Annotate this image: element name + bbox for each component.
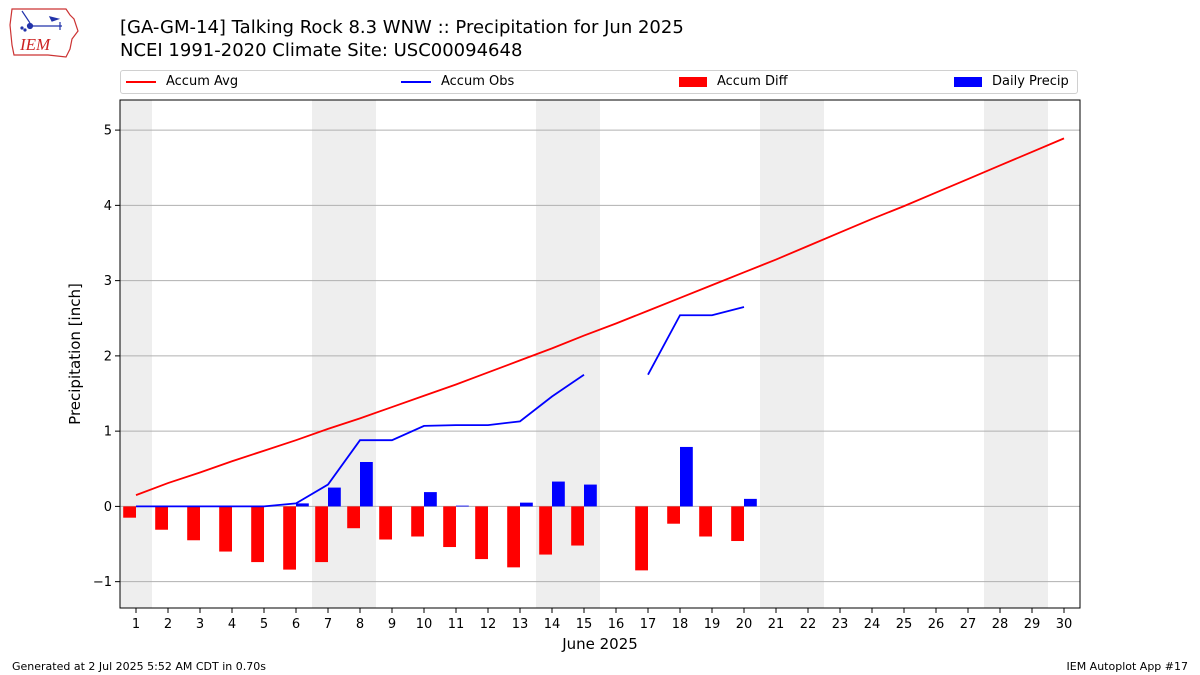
x-tick-label: 24 (864, 617, 881, 632)
x-tick-label: 26 (928, 617, 945, 632)
x-tick-label: 18 (672, 617, 689, 632)
iowa-outline-icon (9, 8, 79, 58)
bar-accum-diff (251, 506, 264, 563)
x-tick-label: 13 (512, 617, 529, 632)
x-tick-label: 19 (704, 617, 721, 632)
y-tick-label: 3 (104, 274, 112, 289)
bar-daily-precip (328, 487, 341, 507)
bar-accum-diff (539, 506, 552, 555)
x-tick-label: 25 (896, 617, 913, 632)
y-axis-label: Precipitation [inch] (66, 283, 84, 425)
bar-accum-diff (699, 506, 712, 537)
bar-daily-precip (552, 481, 565, 507)
bar-accum-diff (155, 506, 168, 530)
bar-accum-diff (571, 506, 584, 546)
legend-label: Accum Obs (441, 74, 515, 89)
bar-accum-diff (731, 506, 744, 542)
y-tick-label: −1 (93, 575, 112, 590)
bar-accum-diff (667, 506, 680, 524)
bar-daily-precip (456, 505, 469, 507)
bar-daily-precip (360, 461, 373, 507)
x-tick-label: 5 (260, 617, 268, 632)
y-tick-label: 2 (104, 349, 112, 364)
legend-swatch (126, 80, 156, 83)
x-tick-label: 8 (356, 617, 364, 632)
x-tick-label: 14 (544, 617, 561, 632)
bar-daily-precip (680, 446, 693, 507)
weekend-band (984, 100, 1048, 608)
x-axis-label: June 2025 (561, 635, 638, 653)
x-tick-label: 22 (800, 617, 817, 632)
bar-daily-precip (424, 492, 437, 507)
x-tick-label: 23 (832, 617, 849, 632)
x-tick-label: 3 (196, 617, 204, 632)
bar-accum-diff (187, 506, 200, 541)
x-tick-label: 16 (608, 617, 625, 632)
bar-accum-diff (123, 506, 136, 518)
bar-accum-diff (219, 506, 232, 552)
legend-label: Accum Avg (166, 74, 239, 89)
series-line-accum-obs (136, 306, 745, 508)
bar-accum-diff (283, 506, 296, 570)
x-tick-label: 15 (576, 617, 593, 632)
legend-swatch (954, 76, 982, 87)
x-tick-label: 21 (768, 617, 785, 632)
weather-station-icon (20, 10, 62, 32)
x-tick-label: 4 (228, 617, 236, 632)
chart-title: [GA-GM-14] Talking Rock 8.3 WNW :: Preci… (120, 17, 684, 38)
legend-swatch (401, 80, 431, 83)
legend-label: Daily Precip (992, 74, 1069, 89)
weekend-band (120, 100, 152, 608)
series-line-accum-avg (135, 137, 1065, 496)
bar-daily-precip (584, 484, 597, 507)
bar-accum-diff (475, 506, 488, 560)
x-tick-label: 2 (164, 617, 172, 632)
logo-text: IEM (19, 35, 51, 54)
bar-accum-diff (411, 506, 424, 537)
bar-accum-diff (315, 506, 328, 563)
legend-item-accum-avg: Accum Avg (126, 74, 238, 89)
y-tick-label: 1 (104, 425, 112, 440)
legend-item-accum-diff: Accum Diff (679, 74, 788, 89)
x-tick-label: 29 (1024, 617, 1041, 632)
chart-subtitle: NCEI 1991-2020 Climate Site: USC00094648 (120, 40, 523, 61)
x-tick-label: 20 (736, 617, 753, 632)
iem-logo: IEM (9, 8, 79, 58)
x-tick-label: 9 (388, 617, 396, 632)
legend-swatch (679, 76, 707, 87)
x-tick-label: 11 (448, 617, 465, 632)
legend-item-daily-precip: Daily Precip (954, 74, 1069, 89)
bar-accum-diff (347, 506, 360, 529)
x-tick-label: 27 (960, 617, 977, 632)
legend-label: Accum Diff (717, 74, 788, 89)
x-tick-label: 12 (480, 617, 497, 632)
x-tick-label: 1 (132, 617, 140, 632)
y-tick-label: 0 (104, 500, 112, 515)
y-tick-label: 5 (104, 124, 112, 139)
y-tick-label: 4 (104, 199, 112, 214)
bar-accum-diff (635, 506, 648, 571)
bar-accum-diff (379, 506, 392, 540)
bar-daily-precip (744, 498, 757, 507)
bar-accum-diff (507, 506, 520, 568)
x-tick-label: 28 (992, 617, 1009, 632)
legend-item-accum-obs: Accum Obs (401, 74, 514, 89)
bar-daily-precip (296, 503, 309, 507)
x-tick-label: 10 (416, 617, 433, 632)
bar-accum-diff (443, 506, 456, 548)
weekend-band (760, 100, 824, 608)
x-tick-label: 30 (1056, 617, 1073, 632)
footer-generated: Generated at 2 Jul 2025 5:52 AM CDT in 0… (12, 660, 266, 673)
plot-frame (119, 99, 1081, 609)
footer-app: IEM Autoplot App #17 (1066, 660, 1189, 673)
x-tick-label: 6 (292, 617, 300, 632)
x-tick-label: 7 (324, 617, 332, 632)
x-tick-label: 17 (640, 617, 657, 632)
bar-daily-precip (520, 502, 533, 507)
legend: Accum Avg Accum Obs Accum Diff Daily Pre… (120, 70, 1078, 94)
